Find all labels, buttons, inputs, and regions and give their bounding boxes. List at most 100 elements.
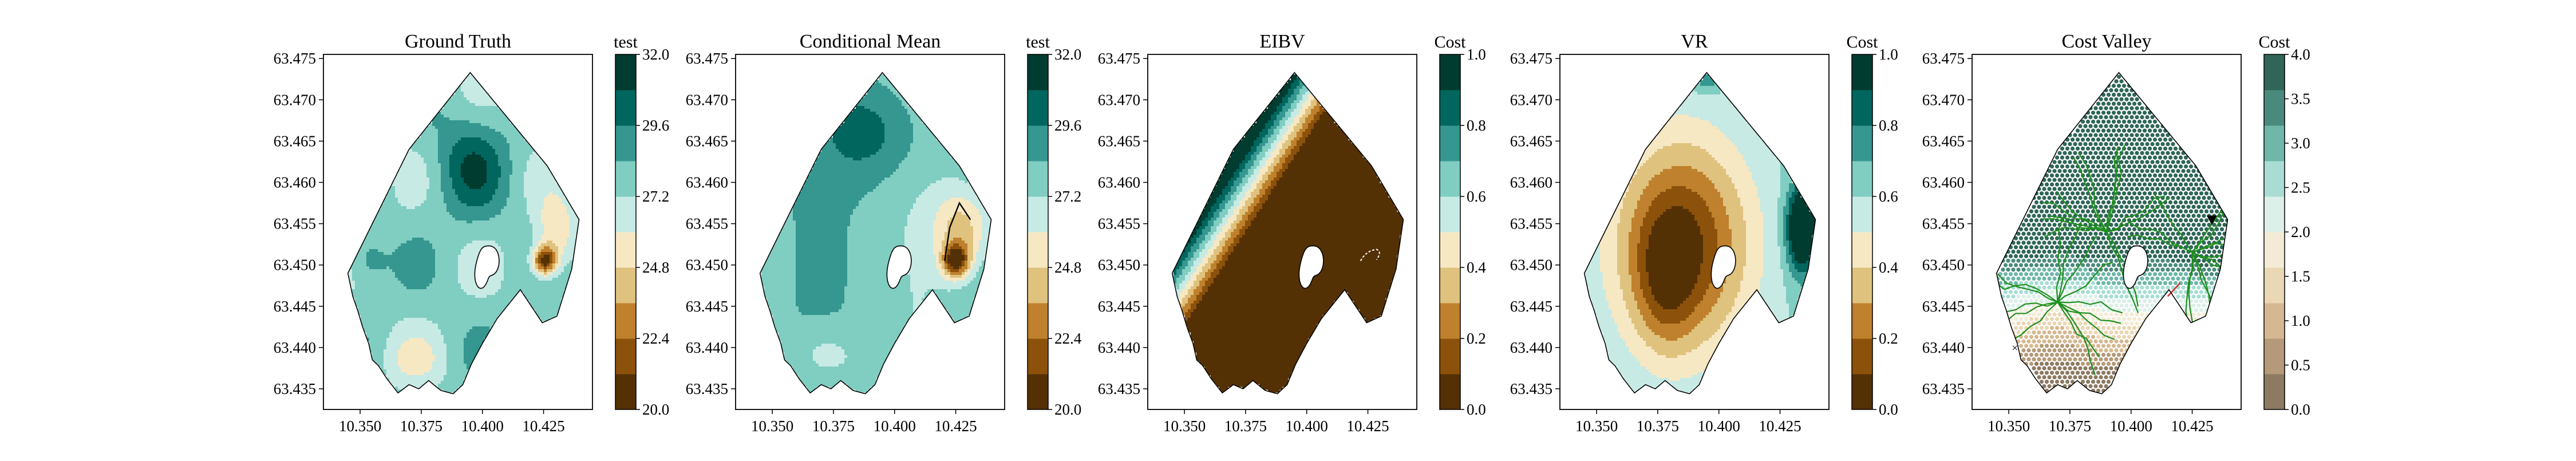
colorbar-tick-label: 27.2 — [1054, 188, 1081, 205]
colorbar-tick-label: 24.8 — [642, 259, 669, 276]
contour-field — [349, 74, 579, 393]
colorbar-tick-label: 0.2 — [1879, 330, 1898, 347]
domain-boundary — [1171, 72, 1404, 395]
y-tick-label: 63.460 — [686, 174, 728, 191]
x-tick-label: 10.350 — [751, 417, 793, 435]
x-tick-label: 10.375 — [1224, 417, 1267, 435]
axes-frame — [323, 54, 593, 410]
island-boundary — [886, 245, 912, 289]
y-tick-label: 63.475 — [1922, 50, 1965, 67]
x-tick-label: 10.375 — [1637, 417, 1679, 435]
colorbar-tick-label: 0.0 — [2291, 401, 2310, 418]
domain-boundary — [759, 72, 992, 395]
y-tick-label: 63.435 — [274, 380, 316, 397]
colorbar-tick-label: 22.4 — [1054, 330, 1082, 347]
axes-frame — [735, 54, 1005, 410]
colorbar-tick-label: 29.6 — [1054, 117, 1081, 134]
y-tick-label: 63.465 — [1510, 132, 1552, 149]
colorbar-tick-label: 20.0 — [1054, 401, 1081, 418]
y-tick-label: 63.450 — [1922, 257, 1965, 274]
y-tick-label: 63.460 — [1922, 174, 1965, 191]
colorbar-tick-label: 27.2 — [642, 188, 669, 205]
y-tick-label: 63.445 — [1922, 298, 1965, 315]
x-tick-label: 10.425 — [2171, 417, 2213, 435]
current-position-marker — [2206, 215, 2217, 225]
x-tick-label: 10.425 — [934, 417, 977, 435]
domain-boundary — [1583, 72, 1816, 395]
colorbar-tick-label: 0.6 — [1467, 188, 1486, 205]
y-tick-label: 63.440 — [1098, 339, 1140, 356]
y-tick-label: 63.440 — [1922, 339, 1965, 356]
axes-frame — [1559, 54, 1830, 410]
colorbar-label: Cost — [1434, 33, 1466, 52]
x-tick-label: 10.350 — [1575, 417, 1618, 435]
panel-3: VR 10.350 10.375 10.400 10.425 63.435 63.440 63… — [1510, 31, 1899, 435]
y-tick-label: 63.475 — [274, 50, 316, 67]
y-tick-label: 63.465 — [1098, 132, 1140, 149]
colorbar-tick-label: 22.4 — [642, 330, 670, 347]
colorbar-tick-label: 3.5 — [2291, 90, 2310, 108]
panel-title: Conditional Mean — [800, 31, 941, 52]
y-tick-label: 63.460 — [1098, 174, 1140, 191]
x-tick-label: 10.425 — [1346, 417, 1389, 435]
y-tick-label: 63.470 — [1510, 91, 1552, 108]
y-tick-label: 63.435 — [1510, 380, 1552, 397]
y-tick-label: 63.445 — [274, 298, 316, 315]
colorbar-label: test — [1026, 33, 1050, 52]
contour-field — [1586, 74, 1815, 393]
start-marker: × — [2012, 342, 2018, 354]
panel-2: EIBV 10.350 10.375 10.400 10.425 63.435 63.440… — [1098, 31, 1487, 435]
x-tick-label: 10.425 — [1759, 417, 1801, 435]
island-boundary — [1298, 245, 1324, 289]
y-tick-label: 63.470 — [1922, 91, 1965, 108]
y-tick-label: 63.440 — [1510, 339, 1552, 356]
colorbar-tick-label: 4.0 — [2291, 46, 2310, 63]
axes-frame — [1147, 54, 1417, 410]
y-tick-label: 63.465 — [1922, 132, 1965, 149]
y-tick-label: 63.445 — [1510, 298, 1552, 315]
y-tick-label: 63.470 — [686, 91, 728, 108]
x-tick-label: 10.425 — [522, 417, 564, 435]
colorbar-tick-label: 0.4 — [1467, 259, 1486, 276]
x-tick-label: 10.400 — [2110, 417, 2152, 435]
island-boundary — [474, 245, 500, 289]
panel-1: Conditional Mean 10.350 10.375 10.400 10.425… — [686, 31, 1082, 435]
x-tick-label: 10.400 — [1286, 417, 1328, 435]
y-tick-label: 63.445 — [686, 298, 728, 315]
colorbar-tick-label: 1.0 — [2291, 312, 2310, 329]
x-tick-label: 10.400 — [461, 417, 504, 435]
colorbar-tick-label: 32.0 — [642, 46, 669, 63]
panel-title: EIBV — [1259, 31, 1305, 52]
x-tick-label: 10.350 — [339, 417, 381, 435]
colorbar-tick-label: 2.0 — [2291, 223, 2310, 241]
contour-field — [761, 74, 991, 393]
colorbar-tick-label: 1.0 — [1467, 46, 1486, 63]
y-tick-label: 63.460 — [274, 174, 316, 191]
y-tick-label: 63.470 — [1098, 91, 1140, 108]
y-tick-label: 63.435 — [1098, 380, 1140, 397]
y-tick-label: 63.465 — [686, 132, 728, 149]
y-tick-label: 63.475 — [686, 50, 728, 67]
colorbar-tick-label: 24.8 — [1054, 259, 1081, 276]
colorbar-tick-label: 1.5 — [2291, 268, 2310, 285]
colorbar-tick-label: 1.0 — [1879, 46, 1898, 63]
y-tick-label: 63.455 — [274, 215, 316, 233]
colorbar-label: test — [614, 33, 638, 52]
axes-frame — [1971, 54, 2242, 410]
y-tick-label: 63.435 — [686, 380, 728, 397]
x-tick-label: 10.375 — [400, 417, 442, 435]
x-tick-label: 10.375 — [812, 417, 855, 435]
y-tick-label: 63.440 — [686, 339, 728, 356]
y-tick-label: 63.450 — [686, 257, 728, 274]
colorbar-tick-label: 0.2 — [1467, 330, 1486, 347]
colorbar-label: Cost — [1846, 33, 1878, 52]
colorbar-tick-label: 2.5 — [2291, 179, 2310, 196]
y-tick-label: 63.460 — [1510, 174, 1552, 191]
panel-4: Cost Valley × 10.350 10.375 10.400 10.425 63.4… — [1922, 31, 2310, 435]
